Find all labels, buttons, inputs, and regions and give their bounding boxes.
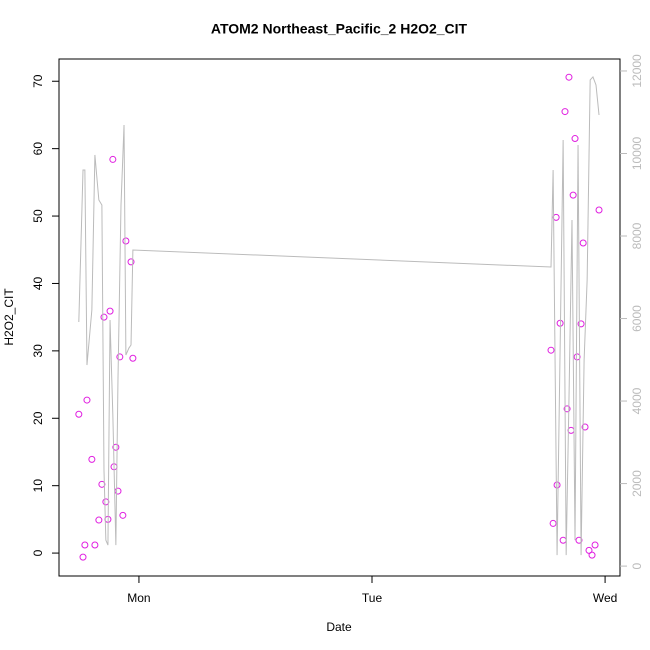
point [88,455,96,463]
y2-tick-label: 8000 [630,222,644,249]
y2-tick-label: 4000 [630,387,644,414]
point [591,541,599,549]
point [109,155,117,163]
y-tick-label: 20 [31,411,45,425]
point [577,320,585,328]
y-tick-label: 70 [31,74,45,88]
point [595,206,603,214]
y-tick-label: 60 [31,142,45,156]
point [553,481,561,489]
y-tick-label: 40 [31,276,45,290]
point [573,353,581,361]
point [75,410,83,418]
x-tick-label: Wed [593,591,617,605]
point [575,536,583,544]
point [581,423,589,431]
point [114,487,122,495]
y-tick-label: 10 [31,479,45,493]
y-tick-label: 0 [31,549,45,556]
point [112,443,120,451]
point [122,237,130,245]
point [83,396,91,404]
point [81,541,89,549]
line [78,76,600,556]
point [559,536,567,544]
y-axis-label: H2O2_CIT [2,288,16,346]
x-axis-label: Date [326,620,352,634]
point [79,553,87,561]
plot-frame [58,58,621,577]
y2-tick-label: 0 [630,562,644,569]
point [127,258,135,266]
point [91,541,99,549]
y2-tick-label: 2000 [630,470,644,497]
point [571,135,579,143]
y-tick-label: 50 [31,209,45,223]
point [547,346,555,354]
y2-tick-label: 10000 [630,136,644,170]
point [98,480,106,488]
point [579,239,587,247]
y2-tick-label: 6000 [630,305,644,332]
point [116,353,124,361]
x-tick-label: Mon [127,591,150,605]
point [119,511,127,519]
y2-tick-label: 12000 [630,54,644,88]
chart-title: ATOM2 Northeast_Pacific_2 H2O2_CIT [211,21,468,37]
point [100,313,108,321]
point [95,516,103,524]
point [588,551,596,559]
x-tick-label: Tue [362,591,383,605]
point [569,191,577,199]
point [565,73,573,81]
point [561,108,569,116]
point [563,405,571,413]
point [106,307,114,315]
point [129,354,137,362]
y-tick-label: 30 [31,344,45,358]
point [549,519,557,527]
point [567,426,575,434]
